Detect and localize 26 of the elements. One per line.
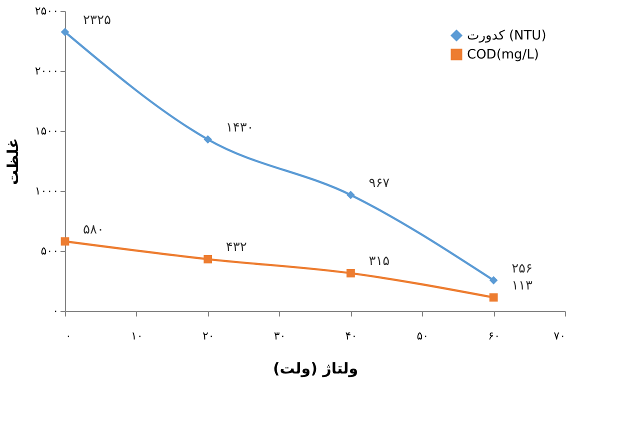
x-tick-label: ۵۰ [416, 330, 429, 342]
data-label: ۳۱۵ [368, 254, 390, 270]
y-tick-label: ۲۵۰۰ [34, 4, 58, 18]
data-label: ۹۶۷ [368, 176, 390, 191]
x-tick-label: ۲۰ [202, 330, 214, 342]
legend-label: COD(mg/L) [467, 48, 540, 62]
data-label: ۱۱۳ [512, 278, 533, 294]
y-tick-label: ۵۰۰ [40, 244, 58, 258]
data-label: ۲۵۶ [512, 261, 533, 276]
y-tick-label: ۱۵۰۰ [34, 124, 58, 138]
data-label: ۲۳۲۵ [83, 13, 111, 28]
y-tick-label: ۲۰۰۰ [34, 64, 58, 78]
y-tick-label: ۱۰۰۰ [34, 184, 58, 198]
data-label: ۵۸۰ [83, 222, 104, 238]
y-axis-title: غلظت [4, 138, 22, 185]
x-tick-label: ۱۰ [131, 330, 143, 342]
data-label: ۴۳۲ [226, 240, 247, 256]
x-tick-label: ۶۰ [488, 330, 500, 342]
x-tick-label: ۴۰ [345, 330, 358, 342]
y-tick-label: ۰ [52, 304, 58, 318]
x-axis-title: ولتاژ (ولت) [272, 360, 358, 378]
legend-label: کدورت (NTU) [467, 28, 546, 44]
data-label: ۱۴۳۰ [226, 120, 254, 136]
x-tick-label: ۰ [66, 330, 72, 342]
x-tick-label: ۷۰ [554, 330, 566, 342]
x-tick-label: ۳۰ [274, 330, 286, 342]
